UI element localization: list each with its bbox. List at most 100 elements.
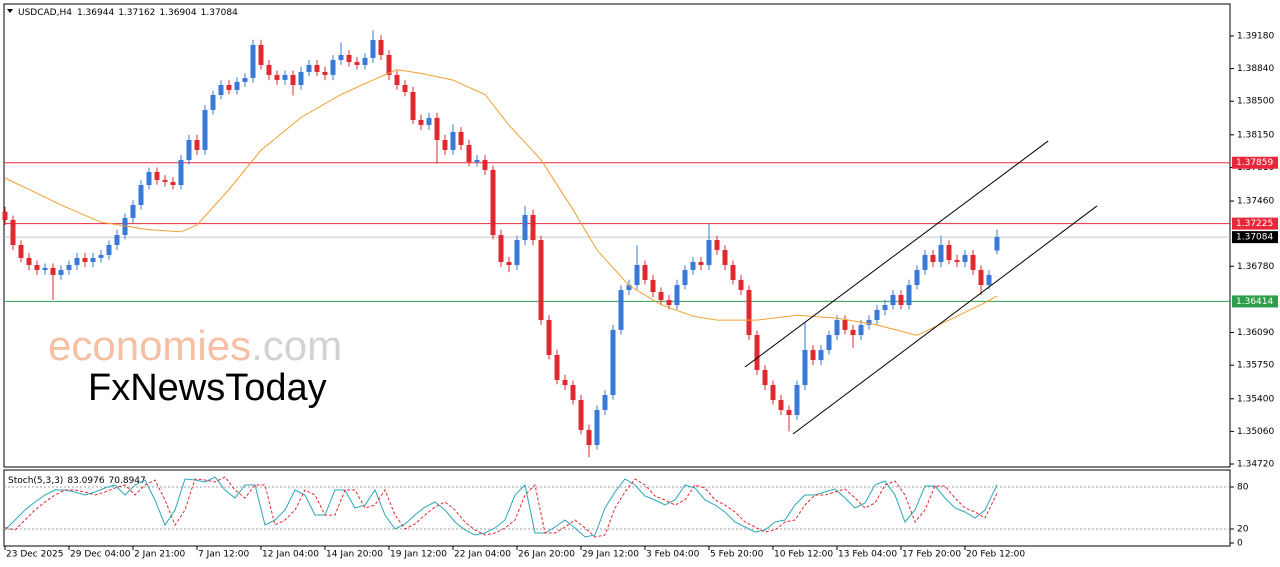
candle-body <box>130 204 136 218</box>
candle-body <box>402 85 408 93</box>
candle-body <box>930 254 936 262</box>
candle-body <box>538 240 544 320</box>
candle-body <box>482 159 488 170</box>
x-tick-label: 26 Jan 20:00 <box>518 550 575 560</box>
candle-body <box>242 77 248 82</box>
y-tick-label: 1.36090 <box>1237 328 1274 338</box>
candle-body <box>394 74 400 86</box>
candle-body <box>914 269 920 286</box>
stoch-label: Stoch(5,3,3) 83.0976 70.8947 <box>8 476 146 486</box>
y-tick-label: 1.39180 <box>1237 31 1274 41</box>
x-tick-label: 22 Jan 04:00 <box>454 550 511 560</box>
stoch-line <box>4 476 998 538</box>
candle-body <box>906 285 912 305</box>
x-tick-label: 2 Jan 21:00 <box>134 550 186 560</box>
candle-body <box>106 245 112 255</box>
candle-body <box>970 254 976 270</box>
candle-body <box>298 71 304 86</box>
candle-body <box>18 245 24 258</box>
candle-body <box>978 269 984 286</box>
candle-body <box>882 304 888 310</box>
candle-body <box>354 61 360 65</box>
watermark: economies.com FxNewsToday <box>48 322 342 409</box>
candle-body <box>490 169 496 236</box>
candle-body <box>426 117 432 125</box>
stoch-y-tick-label: 80 <box>1237 483 1249 493</box>
x-tick-label: 19 Jan 12:00 <box>390 550 447 560</box>
candle-body <box>986 274 992 286</box>
candle-body <box>178 159 184 186</box>
candle-body <box>314 64 320 72</box>
candle-body <box>362 57 368 65</box>
y-tick-label: 1.35750 <box>1237 361 1274 371</box>
candle-body <box>274 74 280 80</box>
candle-body <box>410 92 416 120</box>
stoch-panel <box>3 469 1231 547</box>
candle-body <box>114 235 120 246</box>
ohlc-open: 1.36944 <box>77 8 114 18</box>
x-tick-label: 14 Jan 20:00 <box>326 550 383 560</box>
level-label-box <box>1232 156 1278 169</box>
candle-body <box>226 85 232 90</box>
candle-body <box>282 74 288 80</box>
x-tick-label: 17 Feb 20:00 <box>902 550 961 560</box>
candle-body <box>546 319 552 355</box>
candle-body <box>418 119 424 125</box>
channel-line <box>792 205 1098 435</box>
candle-body <box>674 285 680 305</box>
candle-body <box>730 264 736 280</box>
y-tick-label: 1.38150 <box>1237 130 1274 140</box>
level-label: 1.37084 <box>1236 233 1273 243</box>
level-label-box <box>1232 231 1278 244</box>
ohlc-high: 1.37162 <box>118 8 155 18</box>
candle-body <box>626 285 632 291</box>
candle-body <box>258 44 264 65</box>
candle-body <box>522 214 528 241</box>
candle-body <box>202 109 208 150</box>
candle-body <box>954 259 960 262</box>
candle-body <box>466 144 472 162</box>
channel-line <box>744 140 1049 368</box>
candle-body <box>218 85 224 95</box>
candle-body <box>90 257 96 262</box>
candle-body <box>826 335 832 351</box>
watermark-brand-suffix: .com <box>251 322 342 369</box>
candle-body <box>938 245 944 262</box>
stoch-main-readout: 83.0976 <box>67 476 104 486</box>
candle-body <box>746 290 752 336</box>
candle-body <box>874 309 880 320</box>
candle-body <box>474 159 480 162</box>
candle-body <box>962 254 968 262</box>
stoch-signal-readout: 70.8947 <box>109 476 146 486</box>
level-label-box <box>1232 295 1278 308</box>
candle-body <box>458 131 464 145</box>
x-tick-label: 29 Dec 04:00 <box>70 550 131 560</box>
x-tick-label: 29 Jan 12:00 <box>582 550 639 560</box>
candle-body <box>98 254 104 258</box>
candle-body <box>554 354 560 380</box>
candle-body <box>618 290 624 330</box>
candle-body <box>338 54 344 60</box>
candle-body <box>714 240 720 250</box>
candle-body <box>330 59 336 75</box>
candle-body <box>66 264 72 270</box>
symbol-menu-arrow[interactable] <box>7 9 13 13</box>
candle-body <box>162 179 168 182</box>
candle-body <box>450 131 456 150</box>
y-tick-label: 1.36780 <box>1237 262 1274 272</box>
candle-body <box>386 54 392 75</box>
candle-body <box>706 240 712 265</box>
candle-body <box>738 279 744 291</box>
candle-body <box>306 64 312 72</box>
candle-body <box>602 395 608 410</box>
x-tick-label: 7 Jan 12:00 <box>198 550 250 560</box>
candle-body <box>34 264 40 270</box>
candle-body <box>770 385 776 401</box>
candle-body <box>890 295 896 305</box>
candle-body <box>498 235 504 262</box>
level-label: 1.36414 <box>1236 297 1273 307</box>
candle-body <box>10 219 16 246</box>
watermark-brand-name: economies <box>48 322 251 369</box>
candle-body <box>170 181 176 186</box>
